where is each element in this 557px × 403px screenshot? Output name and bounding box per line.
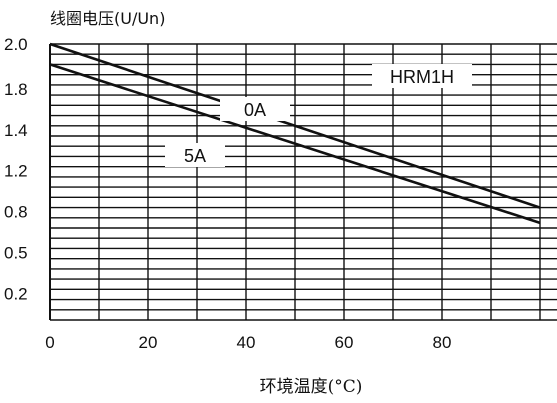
series-line-0A: [49, 42, 541, 209]
x-tick-label: 0: [45, 333, 54, 352]
y-tick-label: 0.5: [4, 243, 28, 262]
y-tick-label: 1.8: [4, 80, 28, 99]
x-axis-title: 环境温度(°C): [260, 377, 363, 397]
x-tick-label: 60: [335, 333, 354, 352]
y-axis-title: 线圈电压(U/Un): [50, 9, 165, 28]
series-label-bg: [220, 97, 290, 121]
y-tick-labels: 2.0 1.8 1.4 1.2 0.8 0.5 0.2: [4, 35, 28, 303]
series-label-0A: 0A: [244, 100, 266, 120]
series-lines: [49, 42, 541, 225]
model-label: HRM1H: [390, 67, 454, 87]
x-tick-label: 20: [139, 333, 158, 352]
series-label-5A: 5A: [184, 146, 206, 166]
y-tick-label: 0.2: [4, 284, 28, 303]
x-tick-label: 40: [237, 333, 256, 352]
y-tick-label: 0.8: [4, 203, 28, 222]
x-tick-label: 80: [433, 333, 452, 352]
model-label-bg: [372, 64, 472, 88]
series-label-bg: [165, 143, 225, 167]
x-tick-labels: 0 20 40 60 80: [45, 333, 451, 352]
y-tick-label: 2.0: [4, 35, 28, 54]
grid: [49, 43, 557, 321]
y-tick-label: 1.2: [4, 162, 28, 181]
y-tick-label: 1.4: [4, 121, 28, 140]
series-line-5A: [49, 63, 541, 225]
series-labels: 0A 5A HRM1H: [165, 64, 472, 167]
